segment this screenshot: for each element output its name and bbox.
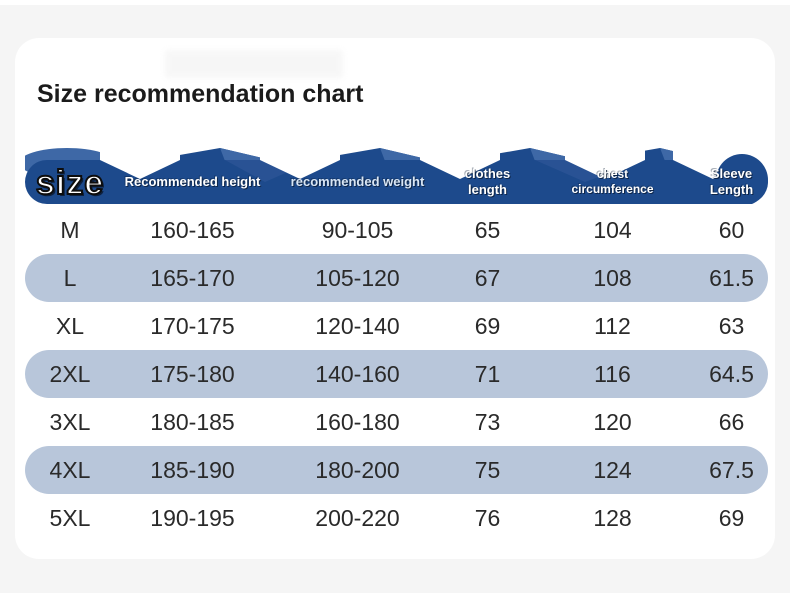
cell-clothes-length: 73 (474, 408, 501, 435)
header-ribbon (19, 146, 768, 206)
cell-clothes-length: 76 (474, 504, 501, 531)
table-body: M 160-165 90-105 65 104 60 L 165-170 105… (25, 206, 768, 542)
cell-weight: 105-120 (315, 264, 400, 291)
cell-height: 185-190 (150, 456, 235, 483)
table-row-2xl: 2XL 175-180 140-160 71 116 64.5 (25, 350, 768, 398)
cell-chest: 104 (593, 216, 632, 243)
cell-clothes-length: 71 (474, 360, 501, 387)
cell-height: 190-195 (150, 504, 235, 531)
top-strip (0, 0, 790, 5)
cell-height: 175-180 (150, 360, 235, 387)
ghost-artifact (165, 50, 343, 78)
cell-height: 180-185 (150, 408, 235, 435)
cell-sleeve: 60 (718, 216, 745, 243)
cell-size: 2XL (49, 360, 91, 387)
cell-size: M (60, 216, 80, 243)
table-row-5xl: 5XL 190-195 200-220 76 128 69 (25, 494, 768, 542)
table-row-xl: XL 170-175 120-140 69 112 63 (25, 302, 768, 350)
cell-chest: 124 (593, 456, 632, 483)
table-row-3xl: 3XL 180-185 160-180 73 120 66 (25, 398, 768, 446)
cell-size: 4XL (49, 456, 91, 483)
cell-weight: 90-105 (321, 216, 394, 243)
cell-clothes-length: 69 (474, 312, 501, 339)
header-recommended-height: Recommended height (124, 173, 261, 189)
cell-weight: 180-200 (315, 456, 400, 483)
header-ribbon-graphic (19, 148, 768, 206)
cell-size: 3XL (49, 408, 91, 435)
cell-chest: 120 (593, 408, 632, 435)
table-header-row: size Recommended height recommended weig… (25, 160, 768, 204)
cell-sleeve: 64.5 (709, 360, 754, 387)
header-clothes-length: clothes length (464, 165, 511, 197)
cell-chest: 112 (594, 312, 631, 339)
header-recommended-weight: recommended weight (290, 173, 425, 189)
cell-sleeve: 67.5 (709, 456, 754, 483)
table-row-4xl: 4XL 185-190 180-200 75 124 67.5 (25, 446, 768, 494)
header-size-label: size (35, 163, 105, 203)
header-size: size (25, 162, 115, 205)
cell-weight: 160-180 (315, 408, 400, 435)
cell-size: XL (55, 312, 85, 339)
cell-sleeve: 66 (718, 408, 745, 435)
cell-clothes-length: 67 (474, 264, 501, 291)
cell-weight: 200-220 (315, 504, 400, 531)
cell-weight: 120-140 (315, 312, 400, 339)
table-row-l: L 165-170 105-120 67 108 61.5 (25, 254, 768, 302)
cell-chest: 108 (593, 264, 632, 291)
page-title: Size recommendation chart (37, 80, 364, 108)
cell-size: 5XL (49, 504, 91, 531)
cell-sleeve: 69 (718, 504, 745, 531)
cell-height: 165-170 (150, 264, 235, 291)
cell-chest: 128 (593, 504, 632, 531)
size-chart-card: Size recommendation chart (15, 38, 775, 559)
header-sleeve-length: Sleeve Length (709, 165, 754, 197)
header-chest-circumference: chest circumference (571, 167, 654, 196)
table-row-m: M 160-165 90-105 65 104 60 (25, 206, 768, 254)
cell-weight: 140-160 (315, 360, 400, 387)
cell-clothes-length: 65 (474, 216, 501, 243)
cell-clothes-length: 75 (474, 456, 501, 483)
cell-chest: 116 (594, 360, 631, 387)
cell-height: 170-175 (150, 312, 235, 339)
cell-height: 160-165 (150, 216, 235, 243)
cell-sleeve: 61.5 (709, 264, 754, 291)
cell-sleeve: 63 (718, 312, 745, 339)
cell-size: L (63, 264, 77, 291)
